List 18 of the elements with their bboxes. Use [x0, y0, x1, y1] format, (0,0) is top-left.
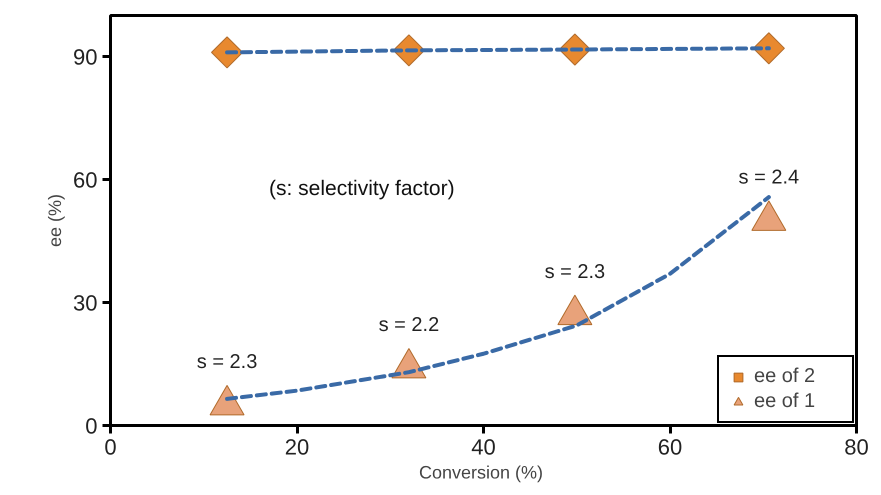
annotation: s = 2.3	[544, 260, 606, 283]
y-tick-label: 90	[73, 44, 98, 70]
y-tick-label: 30	[73, 290, 98, 316]
x-tick-label: 80	[844, 434, 869, 460]
annotation: s = 2.4	[738, 166, 800, 188]
x-tick-label: 40	[471, 434, 496, 460]
x-tick-label: 20	[284, 434, 310, 460]
y-tick-label: 60	[73, 168, 98, 192]
x-axis-title: Conversion (%)	[418, 462, 544, 482]
legend-label: ee of 2	[754, 365, 816, 388]
annotation: s = 2.2	[378, 314, 440, 336]
x-tick-label: 0	[104, 434, 117, 460]
y-tick-label: 0	[85, 414, 98, 438]
x-tick-label: 60	[658, 434, 682, 460]
annotation: (s: selectivity factor)	[269, 177, 455, 200]
legend-label: ee of 1	[754, 390, 816, 413]
y-axis-title: ee (%)	[45, 194, 66, 248]
annotation: s = 2.3	[196, 351, 258, 373]
